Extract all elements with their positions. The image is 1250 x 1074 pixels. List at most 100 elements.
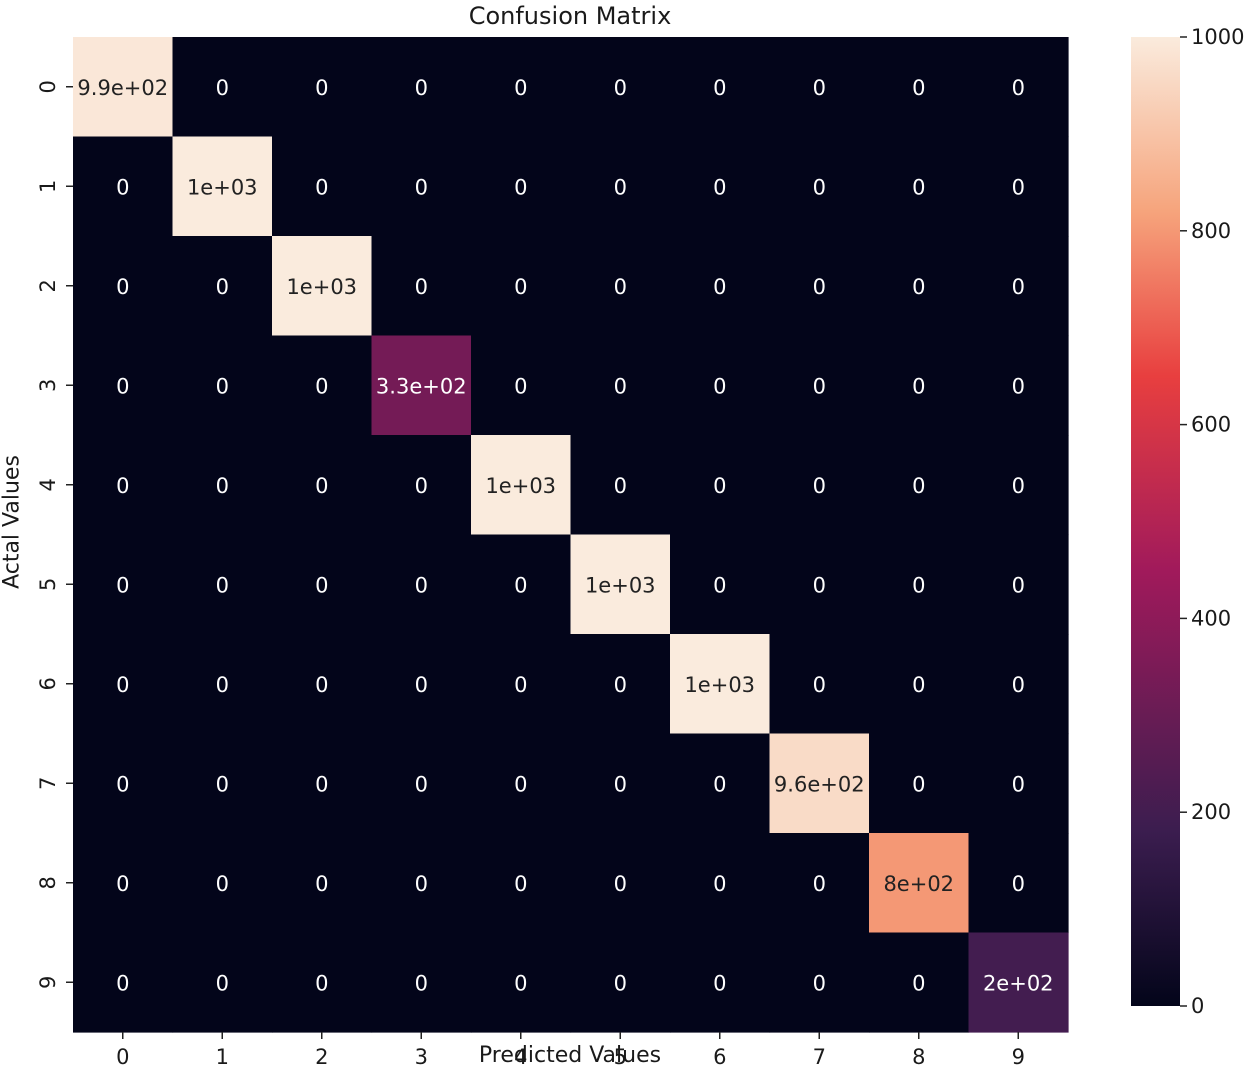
heatmap-cell-2-8 xyxy=(869,236,970,337)
x-tick-label-1: 1 xyxy=(216,1045,229,1069)
heatmap-cell-3-6 xyxy=(670,335,771,436)
cell-annotation-7-0: 0 xyxy=(116,772,129,796)
cell-annotation-1-7: 0 xyxy=(813,175,826,199)
cell-annotation-6-8: 0 xyxy=(912,673,925,697)
y-tick-label-7: 7 xyxy=(36,777,60,790)
cell-annotation-5-0: 0 xyxy=(116,573,129,597)
heatmap-cell-6-9 xyxy=(968,634,1069,735)
cell-annotation-8-4: 0 xyxy=(514,872,527,896)
cell-annotation-4-6: 0 xyxy=(713,474,726,498)
y-tick-label-8: 8 xyxy=(36,876,60,889)
heatmap-cell-5-5 xyxy=(570,534,671,635)
heatmap-cell-7-9 xyxy=(968,733,1069,834)
heatmap-cell-4-1 xyxy=(172,435,273,536)
heatmap-cell-1-5 xyxy=(570,136,671,237)
heatmap-cell-8-8 xyxy=(869,833,970,934)
y-tick-label-0: 0 xyxy=(36,80,60,93)
cell-annotation-4-2: 0 xyxy=(315,474,328,498)
heatmap-cell-3-1 xyxy=(172,335,273,436)
cell-annotation-8-7: 0 xyxy=(813,872,826,896)
colorbar-tick-label-1: 200 xyxy=(1191,800,1231,824)
heatmap-cell-2-3 xyxy=(371,236,472,337)
cell-annotation-9-8: 0 xyxy=(912,971,925,995)
cell-annotation-5-6: 0 xyxy=(713,573,726,597)
x-tick-label-8: 8 xyxy=(912,1045,925,1069)
heatmap-cell-7-1 xyxy=(172,733,273,834)
heatmap-cell-6-7 xyxy=(769,634,870,735)
heatmap-cell-0-9 xyxy=(968,37,1069,138)
heatmap-cell-1-1 xyxy=(172,136,273,237)
cell-annotation-7-5: 0 xyxy=(614,772,627,796)
cell-annotation-4-0: 0 xyxy=(116,474,129,498)
x-tick-label-3: 3 xyxy=(415,1045,428,1069)
cell-annotation-0-3: 0 xyxy=(415,76,428,100)
heatmap-cell-1-4 xyxy=(471,136,572,237)
heatmap-cell-7-5 xyxy=(570,733,671,834)
cell-annotation-6-6: 1e+03 xyxy=(684,673,755,697)
cell-annotation-2-4: 0 xyxy=(514,275,527,299)
heatmap-cell-2-5 xyxy=(570,236,671,337)
heatmap-cell-9-4 xyxy=(471,932,572,1033)
colorbar-tick-label-0: 0 xyxy=(1191,994,1204,1018)
y-tick-label-6: 6 xyxy=(36,677,60,690)
heatmap-cell-4-2 xyxy=(272,435,373,536)
heatmap-cell-8-7 xyxy=(769,833,870,934)
cell-annotation-4-9: 0 xyxy=(1012,474,1025,498)
cell-annotation-5-1: 0 xyxy=(216,573,229,597)
heatmap-cell-6-1 xyxy=(172,634,273,735)
cell-annotation-3-5: 0 xyxy=(614,374,627,398)
cell-annotation-5-9: 0 xyxy=(1012,573,1025,597)
cell-annotation-2-6: 0 xyxy=(713,275,726,299)
heatmap-cell-0-6 xyxy=(670,37,771,138)
heatmap-cell-1-7 xyxy=(769,136,870,237)
heatmap-cell-2-6 xyxy=(670,236,771,337)
cell-annotation-3-0: 0 xyxy=(116,374,129,398)
cell-annotation-0-5: 0 xyxy=(614,76,627,100)
heatmap-cell-2-9 xyxy=(968,236,1069,337)
heatmap-cell-8-5 xyxy=(570,833,671,934)
heatmap-cell-6-4 xyxy=(471,634,572,735)
cell-annotation-9-1: 0 xyxy=(216,971,229,995)
heatmap-cell-9-0 xyxy=(73,932,174,1033)
y-tick-label-4: 4 xyxy=(36,478,60,491)
cell-annotation-1-6: 0 xyxy=(713,175,726,199)
cell-annotation-1-9: 0 xyxy=(1012,175,1025,199)
heatmap-cell-7-6 xyxy=(670,733,771,834)
cell-annotation-8-3: 0 xyxy=(415,872,428,896)
y-tick-label-2: 2 xyxy=(36,279,60,292)
x-axis-label: Predicted Values xyxy=(478,1043,662,1068)
heatmap-cell-1-0 xyxy=(73,136,174,237)
cell-annotation-3-1: 0 xyxy=(216,374,229,398)
colorbar-tick-label-4: 800 xyxy=(1191,219,1231,243)
x-tick-label-9: 9 xyxy=(1012,1045,1025,1069)
heatmap-cell-2-7 xyxy=(769,236,870,337)
heatmap-cell-7-0 xyxy=(73,733,174,834)
heatmap-cell-7-4 xyxy=(471,733,572,834)
heatmap-cell-8-0 xyxy=(73,833,174,934)
heatmap-cell-3-5 xyxy=(570,335,671,436)
heatmap-cell-4-4 xyxy=(471,435,572,536)
cell-annotation-4-3: 0 xyxy=(415,474,428,498)
heatmap-cell-4-3 xyxy=(371,435,472,536)
cell-annotation-2-7: 0 xyxy=(813,275,826,299)
heatmap-cell-1-9 xyxy=(968,136,1069,237)
cell-annotation-7-1: 0 xyxy=(216,772,229,796)
heatmap-cell-8-4 xyxy=(471,833,572,934)
heatmap-cell-6-3 xyxy=(371,634,472,735)
cell-annotation-4-7: 0 xyxy=(813,474,826,498)
cell-annotation-3-4: 0 xyxy=(514,374,527,398)
cell-annotation-7-2: 0 xyxy=(315,772,328,796)
heatmap-cell-8-1 xyxy=(172,833,273,934)
cell-annotation-4-5: 0 xyxy=(614,474,627,498)
cell-annotation-8-0: 0 xyxy=(116,872,129,896)
heatmap-cell-0-3 xyxy=(371,37,472,138)
cell-annotation-2-1: 0 xyxy=(216,275,229,299)
cell-annotation-0-7: 0 xyxy=(813,76,826,100)
y-tick-label-9: 9 xyxy=(36,976,60,989)
cell-annotation-5-4: 0 xyxy=(514,573,527,597)
cell-annotation-8-5: 0 xyxy=(614,872,627,896)
x-tick-label-5: 5 xyxy=(614,1045,627,1069)
heatmap-cell-5-3 xyxy=(371,534,472,635)
cell-annotation-5-5: 1e+03 xyxy=(585,573,656,597)
heatmap-cell-7-3 xyxy=(371,733,472,834)
